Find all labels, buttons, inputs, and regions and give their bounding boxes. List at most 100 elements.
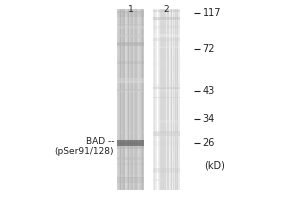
Bar: [126, 9, 127, 190]
Bar: [162, 9, 163, 190]
Bar: [153, 179, 180, 181]
Bar: [117, 157, 144, 160]
Bar: [117, 34, 144, 35]
Bar: [153, 62, 180, 66]
Bar: [138, 9, 139, 190]
Bar: [176, 9, 177, 190]
Text: 2: 2: [164, 5, 169, 14]
Bar: [143, 9, 144, 190]
Bar: [131, 9, 132, 190]
Text: 1: 1: [128, 5, 134, 14]
Bar: [153, 135, 180, 138]
Bar: [153, 34, 180, 37]
Bar: [120, 9, 121, 190]
Bar: [117, 78, 144, 81]
Text: 72: 72: [202, 44, 215, 54]
Bar: [153, 179, 180, 180]
Bar: [172, 9, 173, 190]
Text: (pSer91/128): (pSer91/128): [55, 146, 114, 156]
Bar: [117, 78, 144, 83]
Bar: [117, 9, 118, 190]
Bar: [153, 161, 180, 166]
Bar: [153, 26, 180, 29]
Bar: [154, 9, 155, 190]
Bar: [132, 9, 133, 190]
Bar: [158, 9, 159, 190]
Bar: [117, 89, 144, 92]
Bar: [123, 9, 124, 190]
Bar: [173, 9, 174, 190]
Bar: [153, 141, 180, 146]
Bar: [117, 81, 144, 83]
Bar: [166, 9, 167, 190]
Text: 43: 43: [202, 86, 215, 96]
Bar: [153, 19, 180, 21]
Bar: [161, 9, 162, 190]
Bar: [168, 9, 169, 190]
Bar: [122, 9, 123, 190]
Bar: [153, 172, 180, 173]
Bar: [137, 9, 138, 190]
Bar: [153, 46, 180, 48]
Bar: [117, 61, 144, 64]
Bar: [169, 9, 170, 190]
Bar: [117, 34, 144, 36]
Bar: [117, 186, 144, 189]
Bar: [153, 133, 180, 136]
Text: 26: 26: [202, 138, 215, 148]
Bar: [124, 9, 125, 190]
Bar: [153, 97, 180, 98]
Bar: [174, 9, 175, 190]
Bar: [118, 9, 119, 190]
Bar: [117, 146, 144, 149]
Text: 34: 34: [202, 114, 215, 124]
Bar: [117, 43, 144, 44]
Bar: [153, 10, 180, 12]
Bar: [167, 9, 168, 190]
Bar: [161, 9, 162, 190]
Bar: [117, 24, 144, 25]
Bar: [156, 9, 157, 190]
Text: (kD): (kD): [204, 160, 225, 170]
Bar: [117, 42, 144, 46]
Bar: [155, 9, 156, 190]
Bar: [117, 178, 144, 183]
Bar: [133, 9, 134, 190]
Bar: [140, 9, 141, 190]
Bar: [129, 9, 130, 190]
Bar: [121, 9, 122, 190]
Bar: [120, 142, 141, 145]
Bar: [177, 9, 178, 190]
Bar: [117, 13, 144, 17]
Bar: [130, 9, 131, 190]
Bar: [125, 9, 126, 190]
Bar: [153, 38, 180, 41]
Bar: [117, 43, 144, 46]
Bar: [170, 9, 171, 190]
Text: BAD --: BAD --: [85, 136, 114, 146]
Bar: [127, 9, 128, 190]
Bar: [179, 9, 180, 190]
Bar: [153, 28, 180, 33]
Bar: [157, 9, 158, 190]
Bar: [171, 9, 172, 190]
Bar: [164, 9, 165, 190]
Bar: [117, 35, 144, 37]
Bar: [119, 9, 120, 190]
Bar: [139, 9, 140, 190]
Bar: [142, 9, 143, 190]
Bar: [117, 177, 144, 178]
Bar: [153, 25, 180, 28]
Bar: [117, 89, 144, 91]
Bar: [136, 9, 137, 190]
Bar: [135, 9, 136, 190]
Bar: [153, 9, 154, 190]
Bar: [159, 9, 160, 190]
Bar: [117, 165, 144, 167]
Bar: [117, 26, 144, 29]
Bar: [153, 168, 180, 172]
Text: 117: 117: [202, 8, 221, 18]
Bar: [153, 120, 180, 123]
Bar: [153, 87, 180, 89]
Bar: [117, 140, 144, 146]
